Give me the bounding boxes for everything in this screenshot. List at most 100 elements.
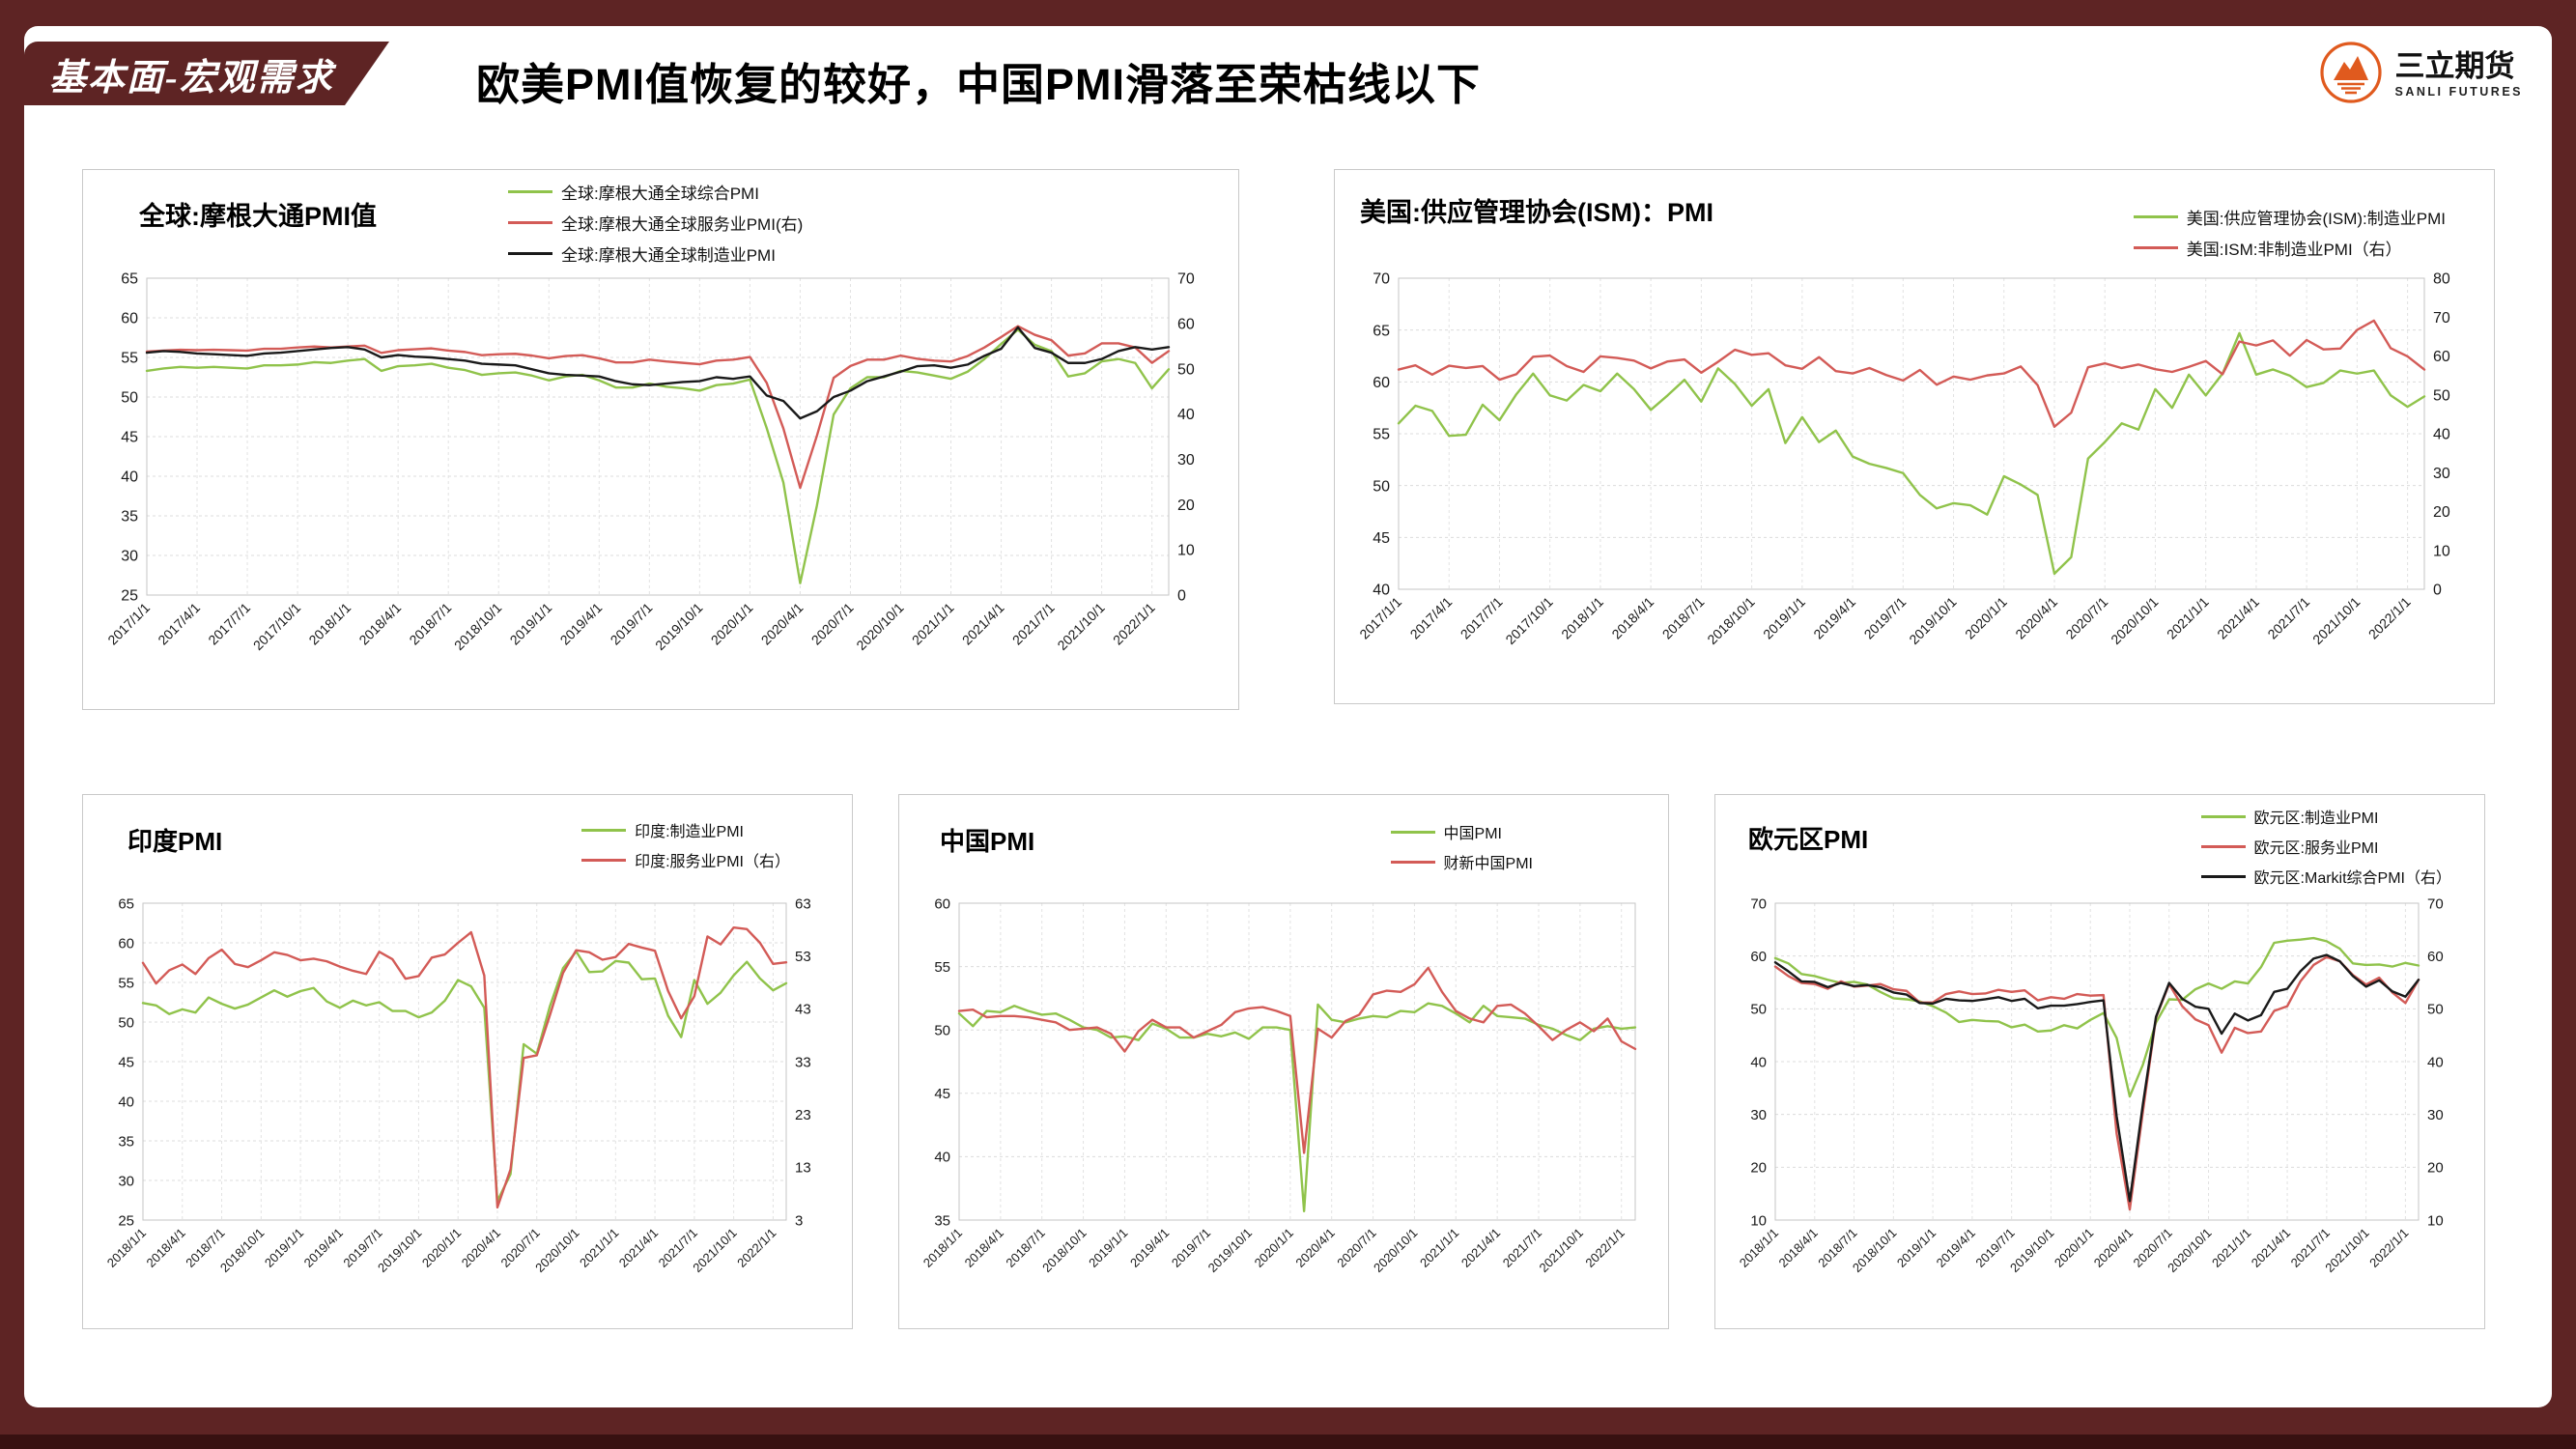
legend-label: 欧元区:服务业PMI [2253,840,2379,857]
legend-swatch [2200,814,2246,818]
svg-text:25: 25 [121,588,138,605]
plot-svg: 10 20 30 40 50 60 70 10 20 30 40 50 60 70 2018/1/12018… [1737,895,2444,1275]
chart-legend: 印度:制造业PMI 印度:服务业PMI（右） [581,818,790,871]
legend-label: 欧元区:制造业PMI [2253,810,2379,827]
svg-text:0: 0 [1177,588,1186,605]
svg-text:2019/4/1: 2019/4/1 [1934,1226,1978,1270]
svg-text:2017/10/1: 2017/10/1 [250,600,304,654]
chart-title: 全球:摩根大通PMI值 [139,202,377,231]
legend-item: 欧元区:Markit综合PMI（右） [2200,865,2451,888]
svg-text:2020/10/1: 2020/10/1 [2108,594,2162,648]
svg-text:2020/1/1: 2020/1/1 [1252,1226,1296,1270]
svg-text:2018/1/1: 2018/1/1 [1558,594,1606,642]
svg-text:20: 20 [1750,1160,1767,1177]
svg-text:65: 65 [121,271,138,288]
svg-text:2019/10/1: 2019/10/1 [652,600,706,654]
svg-text:10: 10 [2433,543,2450,559]
svg-text:2020/10/1: 2020/10/1 [853,600,907,654]
svg-text:2020/1/1: 2020/1/1 [708,600,756,648]
legend-item: 全球:摩根大通全球综合PMI [508,180,803,204]
svg-text:55: 55 [1373,427,1390,443]
legend-item: 美国:ISM:非制造业PMI（右） [2133,236,2446,260]
plot-svg: 25303540455055606531323334353632018/1/12… [104,895,811,1275]
svg-text:35: 35 [934,1212,950,1229]
legend-label: 美国:ISM:非制造业PMI（右） [2186,241,2402,259]
section-banner: 基本面-宏观需求 [24,42,389,105]
legend-label: 全球:摩根大通全球服务业PMI(右) [561,215,804,234]
svg-text:2021/10/1: 2021/10/1 [1054,600,1108,654]
svg-text:2020/4/1: 2020/4/1 [1292,1226,1337,1270]
svg-text:50: 50 [121,390,138,407]
svg-text:2017/4/1: 2017/4/1 [1406,594,1455,642]
svg-text:2021/1/1: 2021/1/1 [2209,1226,2253,1270]
svg-text:70: 70 [2433,310,2450,327]
svg-text:35: 35 [121,509,138,526]
svg-text:2021/1/1: 2021/1/1 [577,1226,621,1270]
svg-text:2018/4/1: 2018/4/1 [355,600,404,648]
svg-text:55: 55 [118,975,134,991]
svg-text:45: 45 [1373,530,1390,547]
svg-text:2019/7/1: 2019/7/1 [608,600,656,648]
svg-text:40: 40 [1177,407,1195,423]
svg-text:30: 30 [1177,452,1195,469]
svg-text:2019/1/1: 2019/1/1 [262,1226,306,1270]
company-logo: 三立期货 SANLI FUTURES [2318,40,2524,110]
svg-text:2018/1/1: 2018/1/1 [104,1226,149,1270]
legend-item: 财新中国PMI [1390,850,1533,873]
legend-swatch [508,252,552,255]
svg-text:2019/7/1: 2019/7/1 [1861,594,1910,642]
svg-text:2019/1/1: 2019/1/1 [1894,1226,1939,1270]
legend-swatch [2133,246,2178,249]
svg-text:2022/1/1: 2022/1/1 [1582,1226,1627,1270]
svg-text:53: 53 [795,949,811,965]
svg-text:70: 70 [2427,895,2444,912]
svg-text:2018/4/1: 2018/4/1 [144,1226,188,1270]
svg-text:2017/7/1: 2017/7/1 [205,600,253,648]
plot-svg: 3540455055602018/1/12018/4/12018/7/12018… [920,895,1637,1275]
chart-us-ism-pmi: 美国:供应管理协会(ISM)：PMI 美国:供应管理协会(ISM):制造业PMI… [1334,169,2495,704]
svg-text:35: 35 [118,1133,134,1150]
plot-area: 40 45 50 55 60 65 70 0 10 20 30 40 50 60 70 80 2017/1/1 2… [1335,170,2494,703]
svg-text:2019/1/1: 2019/1/1 [507,600,555,648]
svg-text:50: 50 [1177,361,1195,378]
legend-swatch [508,221,552,224]
svg-text:40: 40 [1750,1054,1767,1070]
legend-label: 印度:服务业PMI（右） [635,854,790,870]
svg-text:10: 10 [2427,1212,2444,1229]
legend-label: 全球:摩根大通全球综合PMI [561,185,759,203]
svg-text:23: 23 [795,1107,811,1123]
svg-text:50: 50 [1750,1002,1767,1018]
svg-text:2017/1/1: 2017/1/1 [1356,594,1404,642]
legend-label: 财新中国PMI [1443,856,1533,872]
svg-text:50: 50 [934,1022,950,1038]
legend-swatch [581,828,627,832]
svg-text:2021/7/1: 2021/7/1 [1009,600,1058,648]
svg-text:45: 45 [118,1054,134,1070]
svg-text:40: 40 [118,1094,134,1110]
svg-text:2020/4/1: 2020/4/1 [2091,1226,2136,1270]
svg-text:20: 20 [2433,504,2450,521]
svg-text:2018/1/1: 2018/1/1 [305,600,354,648]
svg-text:30: 30 [2433,466,2450,482]
legend-swatch [581,858,627,862]
svg-text:70: 70 [1750,895,1767,912]
chart-china-pmi: 中国PMI 中国PMI 财新中国PMI 35 40 45 50 55 60 2018/1/1 2… [898,794,1669,1329]
chart-legend: 中国PMI 财新中国PMI [1390,820,1533,873]
legend-label: 印度:制造业PMI [635,824,744,840]
legend-label: 欧元区:Markit综合PMI（右） [2253,870,2451,887]
chart-legend: 美国:供应管理协会(ISM):制造业PMI 美国:ISM:非制造业PMI（右） [2133,205,2446,260]
svg-text:2017/4/1: 2017/4/1 [155,600,203,648]
svg-text:2022/1/1: 2022/1/1 [734,1226,778,1270]
svg-text:2021/4/1: 2021/4/1 [616,1226,661,1270]
svg-text:2018/10/1: 2018/10/1 [451,600,505,654]
chart-title: 印度PMI [127,827,223,856]
svg-text:2018/1/1: 2018/1/1 [1737,1226,1781,1270]
section-label: 基本面-宏观需求 [49,57,334,99]
legend-item: 中国PMI [1390,820,1533,843]
svg-text:60: 60 [121,311,138,327]
logo-name: 三立期货 [2394,48,2515,83]
svg-text:30: 30 [2427,1107,2444,1123]
svg-text:2019/1/1: 2019/1/1 [1086,1226,1130,1270]
svg-text:2018/4/1: 2018/4/1 [1776,1226,1821,1270]
